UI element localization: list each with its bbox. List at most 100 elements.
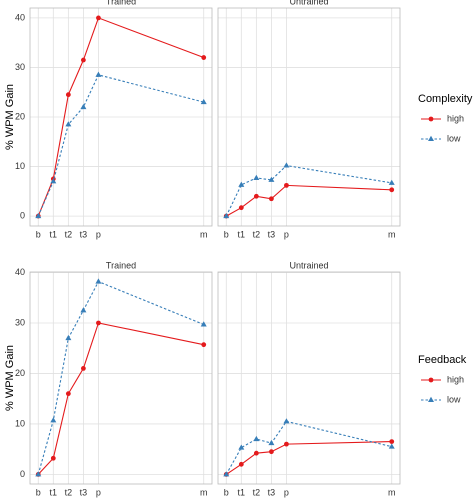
point — [50, 417, 57, 423]
series-line — [226, 184, 392, 217]
legend-title: Feedback — [418, 354, 467, 366]
point — [283, 418, 290, 424]
point — [80, 103, 87, 110]
point — [268, 439, 275, 446]
point — [268, 176, 275, 182]
x-tick-label: p — [96, 229, 101, 239]
x-tick-label: t2 — [253, 487, 261, 497]
point — [80, 57, 86, 63]
panel-border — [29, 7, 213, 227]
series-line — [225, 164, 392, 217]
series-line — [37, 322, 204, 475]
x-tick-label: p — [96, 487, 101, 497]
series-line — [37, 280, 204, 475]
y-tick-label: 20 — [15, 368, 25, 378]
point — [284, 441, 289, 447]
point — [80, 307, 87, 313]
legend-marker — [428, 116, 434, 122]
y-tick-label: 10 — [15, 161, 25, 171]
point — [223, 471, 230, 477]
x-tick-label: t3 — [268, 229, 276, 239]
x-tick-label: t2 — [65, 229, 73, 239]
point — [65, 92, 71, 98]
x-tick-label: b — [36, 487, 41, 497]
point — [284, 182, 289, 188]
legend-title: Complexity — [418, 93, 473, 105]
x-tick-label: t1 — [50, 487, 58, 497]
facet-title: Untrained — [289, 0, 328, 6]
y-tick-label: 30 — [15, 317, 25, 327]
x-tick-label: b — [224, 487, 229, 497]
legend-label: high — [447, 374, 464, 384]
x-tick-label: m — [200, 229, 208, 239]
point — [50, 178, 57, 184]
y-tick-label: 40 — [15, 12, 25, 22]
legend-label: low — [447, 394, 461, 404]
point — [253, 450, 259, 456]
point — [200, 321, 207, 327]
point — [80, 366, 86, 371]
x-tick-label: t3 — [268, 487, 276, 497]
point — [389, 439, 395, 444]
point — [253, 193, 259, 199]
point — [96, 320, 101, 326]
x-tick-label: t2 — [65, 487, 73, 497]
x-tick-label: b — [224, 229, 229, 239]
point — [268, 449, 274, 455]
point — [388, 179, 395, 185]
series-line — [225, 420, 392, 475]
point — [200, 98, 207, 105]
y-axis-label: % WPM Gain — [4, 84, 16, 150]
point — [238, 461, 244, 467]
y-tick-label: 20 — [15, 111, 25, 121]
x-tick-label: t1 — [238, 487, 246, 497]
series-line — [37, 74, 204, 217]
point — [65, 391, 71, 397]
facet-title: Trained — [106, 0, 136, 6]
point — [201, 55, 207, 60]
point — [96, 15, 101, 21]
x-tick-label: m — [388, 229, 396, 239]
x-tick-label: t2 — [253, 229, 261, 239]
panel-border — [217, 7, 401, 227]
y-tick-label: 0 — [20, 210, 25, 220]
point — [268, 196, 274, 202]
point — [35, 471, 42, 477]
point — [389, 187, 395, 193]
point — [253, 435, 260, 442]
point — [95, 71, 102, 77]
x-tick-label: t3 — [80, 229, 88, 239]
point — [65, 334, 72, 341]
point — [238, 444, 245, 450]
x-tick-label: t3 — [80, 487, 88, 497]
y-axis-label: % WPM Gain — [4, 345, 16, 411]
point — [50, 455, 56, 461]
point — [283, 162, 290, 168]
x-tick-label: p — [284, 487, 289, 497]
point — [388, 443, 395, 449]
legend-marker — [428, 396, 434, 402]
legend-label: high — [447, 113, 464, 123]
x-tick-label: t1 — [50, 229, 58, 239]
point — [223, 212, 230, 219]
legend-label: low — [447, 133, 461, 143]
series-line — [225, 441, 392, 475]
facet-title: Untrained — [289, 260, 328, 270]
point — [238, 205, 244, 211]
y-tick-label: 0 — [20, 469, 25, 479]
point — [65, 121, 72, 127]
y-tick-label: 40 — [15, 267, 25, 277]
legend-marker — [428, 377, 434, 383]
point — [201, 342, 207, 348]
panel-border — [217, 271, 401, 485]
point — [95, 278, 102, 284]
series-line — [37, 17, 204, 217]
facet-title: Trained — [106, 260, 136, 270]
x-tick-label: m — [388, 487, 396, 497]
x-tick-label: t1 — [238, 229, 246, 239]
y-tick-label: 30 — [15, 62, 25, 72]
legend-marker — [428, 135, 434, 141]
x-tick-label: p — [284, 229, 289, 239]
panel-border — [29, 271, 213, 485]
